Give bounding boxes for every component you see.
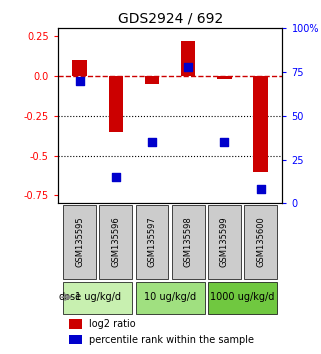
Point <box>77 78 82 84</box>
Point <box>113 174 118 180</box>
Text: GSM135600: GSM135600 <box>256 217 265 267</box>
Point <box>150 139 155 145</box>
FancyBboxPatch shape <box>244 205 277 279</box>
Text: GSM135596: GSM135596 <box>111 217 120 267</box>
Text: GSM135595: GSM135595 <box>75 217 84 267</box>
Bar <box>145 76 159 84</box>
FancyBboxPatch shape <box>136 205 168 279</box>
Bar <box>108 76 123 132</box>
FancyBboxPatch shape <box>208 282 277 314</box>
Text: log2 ratio: log2 ratio <box>89 319 136 329</box>
FancyBboxPatch shape <box>208 205 241 279</box>
Bar <box>254 76 268 172</box>
Point <box>222 139 227 145</box>
Point <box>258 187 263 192</box>
Text: 1 ug/kg/d: 1 ug/kg/d <box>75 292 121 302</box>
Title: GDS2924 / 692: GDS2924 / 692 <box>117 12 223 26</box>
Bar <box>69 335 82 344</box>
FancyBboxPatch shape <box>63 205 96 279</box>
Text: percentile rank within the sample: percentile rank within the sample <box>89 335 254 345</box>
Text: 1000 ug/kg/d: 1000 ug/kg/d <box>211 292 275 302</box>
Text: 10 ug/kg/d: 10 ug/kg/d <box>144 292 196 302</box>
FancyBboxPatch shape <box>100 205 132 279</box>
Bar <box>181 41 195 76</box>
Text: GSM135599: GSM135599 <box>220 217 229 267</box>
Bar <box>69 319 82 329</box>
Text: GSM135598: GSM135598 <box>184 217 193 267</box>
Bar <box>217 76 232 79</box>
Bar <box>72 60 87 76</box>
FancyBboxPatch shape <box>172 205 204 279</box>
FancyBboxPatch shape <box>63 282 132 314</box>
Text: dose: dose <box>58 292 82 302</box>
Text: GSM135597: GSM135597 <box>148 217 157 267</box>
Point <box>186 64 191 70</box>
FancyBboxPatch shape <box>136 282 204 314</box>
